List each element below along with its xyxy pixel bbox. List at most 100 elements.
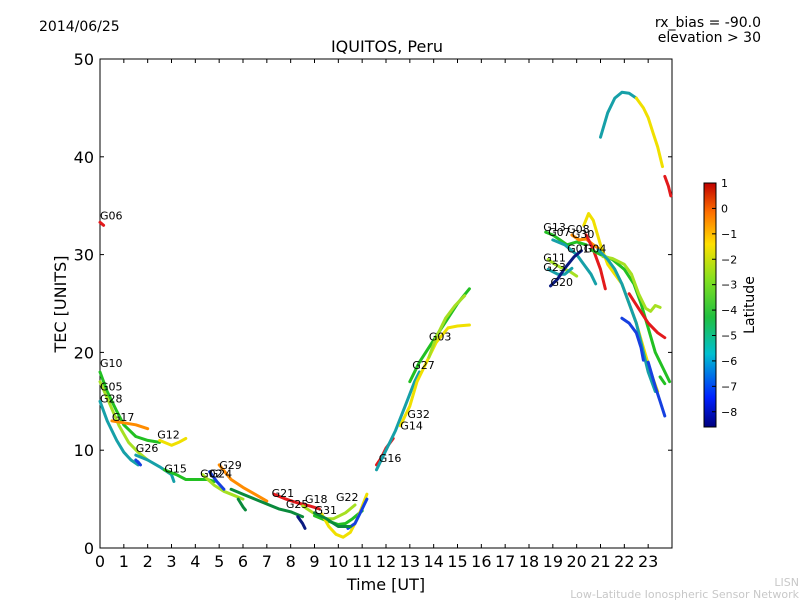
x-tick-label: 19 xyxy=(543,552,563,571)
series-label-g17: G17 xyxy=(112,411,135,424)
series-g20 xyxy=(549,249,583,288)
series-dotdown3 xyxy=(296,515,307,530)
y-tick-label: 0 xyxy=(84,539,94,558)
colorbar-tick-label: −5 xyxy=(721,330,737,343)
series-label-g02: G02 xyxy=(200,468,223,481)
plot-frame xyxy=(99,58,673,549)
series-label-g12: G12 xyxy=(157,429,180,442)
series-layer xyxy=(98,90,673,539)
colorbar-tick-label: −8 xyxy=(721,406,737,419)
series-label-g26: G26 xyxy=(136,442,159,455)
series-g29 xyxy=(217,463,269,503)
series-g10c xyxy=(634,96,664,169)
series-label-g21: G21 xyxy=(272,487,295,500)
series-g14 xyxy=(375,370,421,472)
series-label-g14: G14 xyxy=(400,420,423,433)
series-label-g10: G10 xyxy=(100,357,123,370)
series-label-g03: G03 xyxy=(429,331,452,344)
series-g17 xyxy=(110,419,150,431)
x-axis: 0 1 2 3 4 5 6 7 8 9 10 11 12 13 14 15 16 17 18 19 20 21 22 23 xyxy=(95,59,658,571)
chart-title: IQUITOS, Peru xyxy=(331,37,443,56)
series-label-g31: G31 xyxy=(315,504,338,517)
series-label-g15: G15 xyxy=(164,463,187,476)
series-g10d xyxy=(663,174,673,198)
series-label-g30: G30 xyxy=(572,228,595,241)
x-tick-label: 1 xyxy=(119,552,129,571)
colorbar xyxy=(703,182,717,428)
colorbar-tick-label: −2 xyxy=(721,253,737,266)
series-dotdown5 xyxy=(313,511,352,528)
lisn-brand: LISN xyxy=(774,576,799,589)
series-label-g11: G11 xyxy=(543,251,566,264)
x-tick-label: 23 xyxy=(638,552,658,571)
series-g09 xyxy=(596,248,657,393)
series-dotdown2 xyxy=(236,497,247,512)
series-g03 xyxy=(427,294,467,359)
x-tick-label: 13 xyxy=(400,552,420,571)
series-label-g05: G05 xyxy=(100,381,123,394)
series-label-g08: G08 xyxy=(567,223,590,236)
series-label-g04: G04 xyxy=(584,243,607,256)
series-g02 xyxy=(208,470,226,491)
x-tick-label: 15 xyxy=(447,552,467,571)
x-tick-label: 11 xyxy=(352,552,372,571)
series-g12 xyxy=(158,437,188,447)
y-tick-label: 30 xyxy=(74,246,94,265)
rx-bias-label: rx_bias = -90.0 xyxy=(655,15,761,31)
series-g28 xyxy=(98,399,140,467)
series-label-g29: G29 xyxy=(219,459,242,472)
x-tick-label: 21 xyxy=(590,552,610,571)
x-tick-label: 2 xyxy=(143,552,153,571)
series-g02b xyxy=(658,375,667,386)
x-tick-label: 22 xyxy=(614,552,634,571)
series-g21 xyxy=(272,492,321,511)
colorbar-tick-label: −1 xyxy=(721,228,737,241)
x-tick-label: 7 xyxy=(262,552,272,571)
series-label-g22: G22 xyxy=(336,491,359,504)
series-g25 xyxy=(229,487,305,519)
x-tick-label: 5 xyxy=(214,552,224,571)
x-tick-label: 17 xyxy=(495,552,515,571)
series-g10 xyxy=(98,370,162,444)
y-tick-label: 20 xyxy=(74,343,94,362)
x-tick-label: 12 xyxy=(376,552,396,571)
colorbar-ticks: 1 0 −1 −2 −3 −4 −5 −6 −7 −8 xyxy=(712,177,737,419)
date-label: 2014/06/25 xyxy=(39,19,120,35)
y-tick-label: 10 xyxy=(74,441,94,460)
series-label-g25: G25 xyxy=(286,498,309,511)
series-label-g32: G32 xyxy=(407,408,430,421)
x-tick-label: 4 xyxy=(190,552,200,571)
x-tick-label: 10 xyxy=(328,552,348,571)
x-tick-label: 3 xyxy=(166,552,176,571)
x-tick-label: 18 xyxy=(519,552,539,571)
series-label-g16: G16 xyxy=(379,452,402,465)
series-label-g18: G18 xyxy=(305,493,328,506)
colorbar-tick-label: 1 xyxy=(721,177,728,190)
colorbar-tick-label: −6 xyxy=(721,355,737,368)
series-g19b xyxy=(646,360,667,418)
series-label-g20: G20 xyxy=(551,276,574,289)
colorbar-label: Latitude xyxy=(742,276,758,334)
lisn-network: Low-Latitude Ionospheric Sensor Network xyxy=(570,588,799,600)
colorbar-tick-label: −4 xyxy=(721,304,737,317)
series-g13 xyxy=(544,230,588,247)
series-label-g13: G13 xyxy=(543,221,566,234)
series-label-g24: G24 xyxy=(210,468,233,481)
x-tick-label: 6 xyxy=(238,552,248,571)
colorbar-tick-label: −3 xyxy=(721,279,737,292)
colorbar-tick-label: 0 xyxy=(721,202,728,215)
series-g10b xyxy=(599,90,638,139)
x-tick-label: 14 xyxy=(423,552,443,571)
series-g30b xyxy=(627,292,667,340)
series-label-g07: G07 xyxy=(548,226,571,239)
series-g11 xyxy=(546,258,579,278)
series-label-g06: G06 xyxy=(100,209,123,222)
y-axis-label: TEC [UNITS] xyxy=(51,256,70,354)
series-g04b xyxy=(601,255,662,313)
series-g05 xyxy=(98,380,150,462)
x-axis-label: Time [UT] xyxy=(346,575,425,594)
series-label-g27: G27 xyxy=(412,359,435,372)
series-g08 xyxy=(570,233,602,252)
